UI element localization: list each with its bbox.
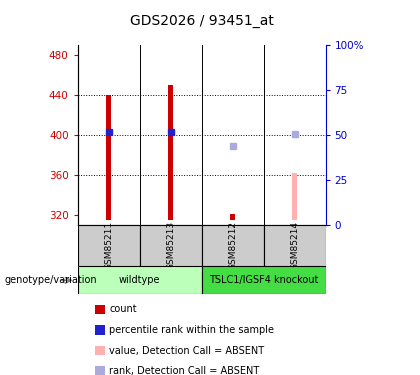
Text: percentile rank within the sample: percentile rank within the sample [109, 325, 274, 335]
Bar [230, 214, 235, 220]
Bar [168, 85, 173, 220]
Text: GSM85212: GSM85212 [228, 221, 237, 270]
Bar [292, 173, 297, 220]
Bar [264, 225, 326, 266]
Text: count: count [109, 304, 137, 314]
Bar [202, 225, 264, 266]
Text: wildtype: wildtype [119, 275, 160, 285]
Text: rank, Detection Call = ABSENT: rank, Detection Call = ABSENT [109, 366, 260, 375]
Text: value, Detection Call = ABSENT: value, Detection Call = ABSENT [109, 346, 264, 355]
Text: GSM85213: GSM85213 [166, 221, 175, 270]
Bar [140, 225, 202, 266]
Bar [106, 95, 111, 220]
Bar [202, 266, 326, 294]
Bar [78, 225, 140, 266]
Text: TSLC1/IGSF4 knockout: TSLC1/IGSF4 knockout [209, 275, 318, 285]
Text: GSM85214: GSM85214 [290, 221, 299, 270]
Text: GSM85211: GSM85211 [104, 221, 113, 270]
Text: GDS2026 / 93451_at: GDS2026 / 93451_at [130, 14, 273, 28]
Text: genotype/variation: genotype/variation [4, 275, 97, 285]
Bar [78, 266, 202, 294]
